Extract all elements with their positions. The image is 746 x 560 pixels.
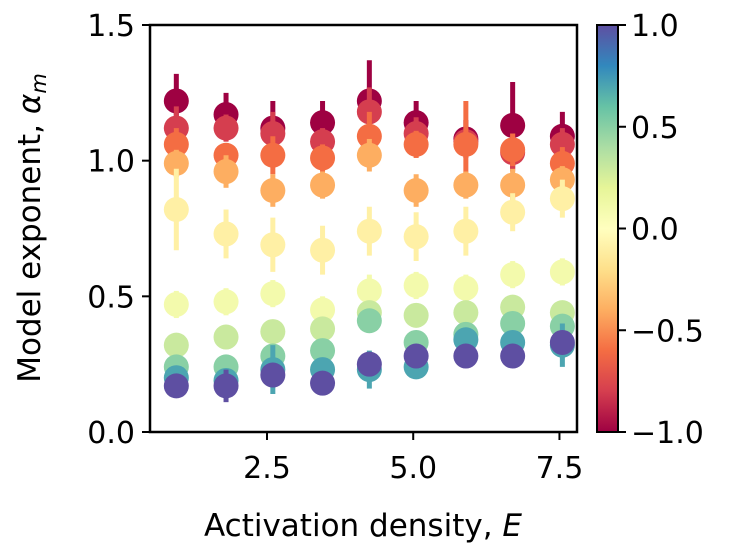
data-point (500, 137, 526, 163)
data-point (500, 112, 526, 138)
data-point (500, 172, 526, 198)
data-point (310, 237, 336, 263)
data-point (356, 308, 382, 334)
data-point (453, 172, 479, 198)
colorbar-tick-label: 1.0 (631, 9, 679, 44)
data-point (356, 142, 382, 168)
data-point (260, 319, 286, 345)
data-point (163, 197, 189, 223)
data-point (163, 131, 189, 157)
data-point (310, 338, 336, 364)
series-9 (163, 329, 575, 403)
data-point (213, 324, 239, 350)
data-point (453, 131, 479, 157)
data-point (453, 343, 479, 369)
data-point (260, 232, 286, 258)
data-point (213, 289, 239, 315)
data-point (213, 115, 239, 141)
x-axis: 2.5 5.0 7.5 (243, 432, 583, 486)
data-point (453, 275, 479, 301)
data-point (213, 221, 239, 247)
data-point (500, 199, 526, 225)
data-point (310, 316, 336, 342)
data-point (163, 88, 189, 114)
data-point (260, 281, 286, 307)
series-5 (163, 258, 575, 324)
data-point (403, 272, 429, 298)
data-point (500, 310, 526, 336)
data-point (403, 131, 429, 157)
data-point (163, 332, 189, 358)
colorbar-tick-label: −0.5 (631, 314, 704, 349)
data-point (500, 262, 526, 288)
colorbar-ticks: 1.0 0.5 0.0 −0.5 −1.0 (618, 9, 704, 451)
data-point (260, 121, 286, 147)
data-point (453, 218, 479, 244)
data-point (356, 218, 382, 244)
data-point (260, 362, 286, 388)
data-point (549, 329, 575, 355)
data-point (403, 343, 429, 369)
data-point (310, 172, 336, 198)
colorbar-tick-label: 0.5 (631, 111, 679, 146)
y-tick-label: 0.0 (87, 416, 135, 451)
colorbar (596, 24, 619, 433)
series-3 (163, 138, 575, 207)
data-point (163, 291, 189, 317)
y-axis-label: Model exponent, αm (12, 73, 51, 383)
data-marks (163, 60, 575, 403)
x-tick-label: 7.5 (536, 451, 584, 486)
data-point (163, 150, 189, 176)
y-tick-label: 1.0 (87, 145, 135, 180)
data-point (310, 370, 336, 396)
data-point (310, 297, 336, 323)
data-point (356, 278, 382, 304)
data-point (260, 178, 286, 204)
colorbar-tick-label: 0.0 (631, 213, 679, 248)
data-point (549, 259, 575, 285)
data-point (356, 351, 382, 377)
data-point (500, 343, 526, 369)
data-point (310, 145, 336, 171)
data-point (403, 302, 429, 328)
y-tick-label: 0.5 (87, 280, 135, 315)
data-point (453, 300, 479, 326)
data-point (403, 178, 429, 204)
x-axis-label: Activation density, E (204, 508, 522, 544)
data-point (213, 373, 239, 399)
x-tick-label: 5.0 (389, 451, 437, 486)
data-point (549, 131, 575, 157)
data-point (163, 373, 189, 399)
data-point (549, 186, 575, 212)
data-point (310, 110, 336, 136)
y-tick-label: 1.5 (87, 9, 135, 44)
series-4 (163, 168, 575, 275)
y-axis: 0.0 0.5 1.0 1.5 (87, 9, 150, 451)
data-point (403, 224, 429, 250)
colorbar-tick-label: −1.0 (631, 416, 704, 451)
data-point (260, 142, 286, 168)
plot-frame (148, 23, 579, 434)
data-point (213, 159, 239, 185)
x-tick-label: 2.5 (243, 451, 291, 486)
data-point (356, 123, 382, 149)
